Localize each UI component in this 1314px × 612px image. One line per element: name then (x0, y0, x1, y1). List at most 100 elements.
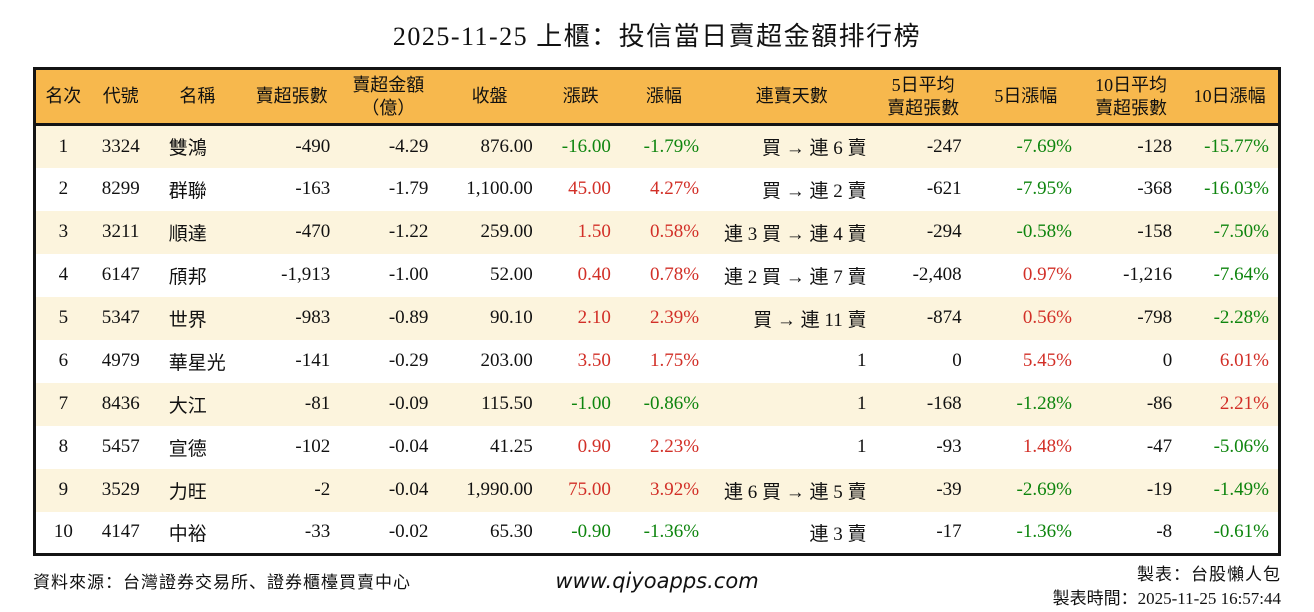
table-body: 1 3324 雙鴻 -490 -4.29 876.00 -16.00 -1.79% 買 → 連 … (34, 124, 1280, 555)
cell-rank: 1 (58, 135, 69, 157)
cell-pct: 0.58% (650, 221, 700, 242)
cell-close: 876.00 (480, 135, 533, 157)
cell-streak: 1 (856, 436, 867, 457)
cell-pct: 2.23% (650, 436, 700, 457)
cell-pct5: -7.69% (1016, 135, 1072, 157)
cell-name: 力旺 (168, 481, 207, 503)
cell-avg10: -47 (1146, 436, 1173, 457)
cell-rank: 4 (58, 264, 69, 285)
cell-sell_qty: -470 (295, 221, 331, 242)
cell-avg10: 0 (1162, 350, 1173, 371)
cell-rank: 2 (58, 178, 69, 199)
cell-pct5: 1.48% (1022, 436, 1072, 457)
cell-avg5: -294 (926, 221, 962, 242)
cell-rank: 3 (58, 221, 69, 242)
cell-code: 3211 (102, 221, 140, 242)
cell-pct: 3.92% (650, 479, 700, 500)
table-row: 5 5347 世界 -983 -0.89 90.10 2.10 2.39% 買 → 連 11 賣… (34, 296, 1280, 340)
cell-sell_qty: -81 (304, 393, 331, 414)
col-header-name: 名稱 (150, 68, 244, 126)
cell-pct: -1.36% (643, 521, 700, 543)
generated-timestamp: 製表時間：2025-11-25 16:57:44 (1052, 588, 1282, 608)
cell-close: 203.00 (480, 350, 533, 371)
cell-name: 華星光 (168, 352, 226, 374)
cell-streak: 買 → 連 6 賣 (761, 138, 867, 160)
cell-pct10: -16.03% (1204, 178, 1269, 199)
cell-sell_amt: -1.00 (388, 264, 429, 285)
col-header-streak: 連賣天數 (708, 68, 876, 126)
cell-sell_amt: -4.29 (388, 135, 429, 157)
table-row: 1 3324 雙鴻 -490 -4.29 876.00 -16.00 -1.79% 買 → 連 … (34, 124, 1280, 168)
col-header-pct5: 5日漲幅 (970, 68, 1081, 126)
cell-pct10: -15.77% (1204, 135, 1269, 157)
cell-sell_qty: -163 (295, 178, 331, 199)
cell-pct10: -0.61% (1213, 521, 1269, 543)
cell-streak: 1 (856, 350, 867, 371)
cell-pct5: 0.56% (1022, 307, 1072, 328)
cell-pct: 0.78% (650, 264, 700, 285)
cell-avg10: -86 (1146, 393, 1173, 414)
col-header-pct10: 10日漲幅 (1181, 68, 1280, 126)
cell-rank: 6 (58, 350, 69, 371)
col-header-close: 收盤 (437, 68, 542, 126)
table-row: 7 8436 大江 -81 -0.09 115.50 -1.00 -0.86% 1 -168 -1.… (34, 382, 1280, 426)
cell-change: 45.00 (568, 178, 611, 199)
col-header-sell_amt: 賣超金額 （億） (339, 68, 438, 126)
cell-pct5: -1.36% (1016, 521, 1072, 543)
cell-streak: 買 → 連 2 賣 (761, 180, 867, 202)
table-row: 4 6147 頎邦 -1,913 -1.00 52.00 0.40 0.78% 連 2 買 → … (34, 253, 1280, 297)
cell-sell_qty: -490 (295, 135, 331, 157)
cell-name: 世界 (168, 309, 207, 331)
cell-avg5: 0 (952, 350, 962, 371)
cell-pct5: -0.58% (1016, 221, 1072, 242)
cell-avg10: -19 (1146, 479, 1173, 500)
cell-rank: 10 (53, 521, 73, 543)
cell-change: 0.90 (577, 436, 611, 457)
cell-sell_amt: -0.89 (388, 307, 429, 328)
footer: 資料來源：台灣證券交易所、證券櫃檯買賣中心 www.qiyoapps.com 製… (33, 563, 1281, 611)
cell-change: 0.40 (577, 264, 611, 285)
cell-code: 3324 (101, 135, 140, 157)
cell-change: -1.00 (571, 393, 611, 414)
col-header-code: 代號 (90, 68, 151, 126)
cell-streak: 連 3 買 → 連 4 賣 (723, 223, 867, 245)
table-row: 8 5457 宣德 -102 -0.04 41.25 0.90 2.23% 1 -93 1.48% -… (34, 425, 1280, 469)
cell-sell_amt: -0.04 (388, 479, 429, 500)
cell-change: 1.50 (577, 221, 611, 242)
cell-sell_amt: -0.04 (388, 436, 429, 457)
cell-avg5: -93 (936, 436, 962, 457)
cell-change: -0.90 (571, 521, 611, 543)
cell-avg10: -1,216 (1123, 264, 1173, 285)
cell-streak: 連 2 買 → 連 7 賣 (723, 266, 867, 288)
cell-avg10: -798 (1137, 307, 1173, 328)
col-header-avg10: 10日平均 賣超張數 (1080, 68, 1182, 126)
cell-pct: 1.75% (650, 350, 700, 371)
table-row: 10 4147 中裕 -33 -0.02 65.30 -0.90 -1.36% 連 3 賣 -17… (34, 511, 1280, 555)
data-source-note: 資料來源：台灣證券交易所、證券櫃檯買賣中心 (33, 573, 411, 592)
cell-sell_amt: -1.79 (388, 178, 429, 199)
cell-rank: 5 (58, 307, 69, 328)
cell-sell_qty: -2 (314, 479, 331, 500)
cell-sell_qty: -1,913 (281, 264, 331, 285)
cell-sell_amt: -0.09 (388, 393, 429, 414)
cell-pct5: -7.95% (1016, 178, 1072, 199)
cell-close: 1,990.00 (466, 479, 533, 500)
cell-streak: 連 3 賣 (809, 523, 867, 545)
cell-sell_qty: -983 (295, 307, 331, 328)
cell-pct10: -2.28% (1213, 307, 1269, 328)
cell-sell_qty: -102 (295, 436, 331, 457)
cell-name: 雙鴻 (168, 138, 207, 160)
cell-avg5: -168 (926, 393, 962, 414)
cell-pct5: 0.97% (1022, 264, 1072, 285)
col-header-rank: 名次 (34, 68, 91, 126)
cell-avg10: -8 (1156, 521, 1173, 543)
ranking-table: 名次 代號 名稱 賣超張數 賣超金額 （億） 收盤 漲跌 漲幅 連賣天數 5日平均 賣超張數 5日漲… (33, 67, 1281, 556)
table-row: 9 3529 力旺 -2 -0.04 1,990.00 75.00 3.92% 連 6 買 → … (34, 468, 1280, 512)
cell-name: 頎邦 (168, 266, 207, 288)
table-row: 6 4979 華星光 -141 -0.29 203.00 3.50 1.75% 1 0 5.45% 0… (34, 339, 1280, 383)
cell-pct5: -1.28% (1016, 393, 1072, 414)
cell-close: 1,100.00 (466, 178, 533, 199)
cell-name: 群聯 (168, 180, 207, 202)
cell-pct: 2.39% (650, 307, 700, 328)
cell-close: 115.50 (481, 393, 533, 414)
